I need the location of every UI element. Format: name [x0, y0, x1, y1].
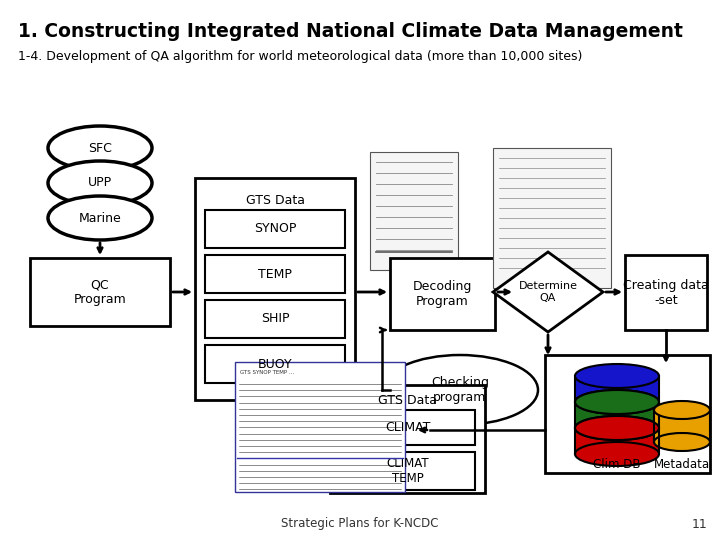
FancyBboxPatch shape [575, 428, 659, 454]
FancyBboxPatch shape [340, 410, 475, 445]
Text: Determine
QA: Determine QA [518, 281, 577, 303]
FancyBboxPatch shape [493, 148, 611, 288]
Text: SYNOP: SYNOP [254, 222, 296, 235]
FancyBboxPatch shape [235, 362, 405, 492]
FancyBboxPatch shape [30, 258, 170, 326]
Text: Creating data
-set: Creating data -set [623, 279, 709, 307]
FancyBboxPatch shape [654, 410, 710, 442]
FancyBboxPatch shape [195, 178, 355, 400]
FancyBboxPatch shape [625, 255, 707, 330]
Ellipse shape [575, 364, 659, 388]
Text: QC
Program: QC Program [73, 278, 127, 306]
Ellipse shape [654, 433, 710, 451]
Ellipse shape [575, 390, 659, 414]
FancyBboxPatch shape [340, 452, 475, 490]
Text: Clim DB: Clim DB [593, 457, 641, 470]
Polygon shape [493, 252, 603, 332]
FancyBboxPatch shape [575, 376, 659, 402]
FancyBboxPatch shape [205, 300, 345, 338]
Ellipse shape [575, 390, 659, 414]
Ellipse shape [575, 416, 659, 440]
Ellipse shape [575, 416, 659, 440]
FancyBboxPatch shape [205, 255, 345, 293]
Text: Marine: Marine [78, 212, 122, 225]
Text: GTS Data: GTS Data [377, 394, 436, 407]
Text: Strategic Plans for K-NCDC: Strategic Plans for K-NCDC [282, 517, 438, 530]
FancyBboxPatch shape [370, 152, 458, 270]
FancyBboxPatch shape [205, 345, 345, 383]
Text: Checking
program: Checking program [431, 376, 489, 404]
FancyBboxPatch shape [205, 210, 345, 248]
Ellipse shape [654, 401, 710, 419]
Text: Decoding
Program: Decoding Program [413, 280, 472, 308]
Ellipse shape [382, 355, 538, 425]
Ellipse shape [575, 442, 659, 466]
Text: Metadata: Metadata [654, 457, 710, 470]
Text: SHIP: SHIP [261, 313, 289, 326]
Text: CLIMAT
TEMP: CLIMAT TEMP [386, 457, 429, 485]
FancyBboxPatch shape [545, 355, 710, 473]
Text: BUOY: BUOY [258, 357, 292, 370]
Ellipse shape [48, 161, 152, 205]
Text: CLIMAT: CLIMAT [384, 421, 430, 434]
Text: GTS SYNOP TEMP ...: GTS SYNOP TEMP ... [240, 369, 294, 375]
Text: UPP: UPP [88, 177, 112, 190]
Text: 1-4. Development of QA algorithm for world meteorological data (more than 10,000: 1-4. Development of QA algorithm for wor… [18, 50, 582, 63]
FancyBboxPatch shape [390, 258, 495, 330]
Text: 11: 11 [692, 517, 708, 530]
Ellipse shape [48, 126, 152, 170]
Text: GTS Data: GTS Data [246, 193, 305, 206]
FancyBboxPatch shape [330, 385, 485, 493]
FancyBboxPatch shape [575, 402, 659, 428]
Text: SFC: SFC [88, 141, 112, 154]
Text: TEMP: TEMP [258, 267, 292, 280]
Text: 1. Constructing Integrated National Climate Data Management: 1. Constructing Integrated National Clim… [18, 22, 683, 41]
Ellipse shape [48, 196, 152, 240]
